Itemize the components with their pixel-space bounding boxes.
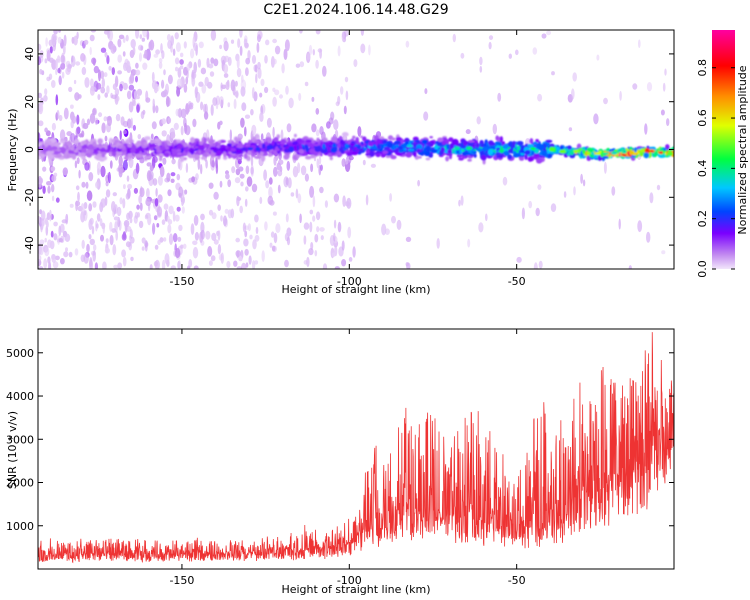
snr-y-tick-label: 1000 [6,520,34,533]
snr-x-ticks: -150 -100 -50 [169,329,526,587]
colorbar-tick-label: 0.6 [696,109,709,127]
snr-x-tick-label: -50 [508,574,526,587]
snr-series-line [38,332,674,564]
snr-x-axis-label: Height of straight line (km) [281,583,430,596]
spectrogram-y-tick-label: -40 [23,236,36,254]
spectrogram-y-ticks: -40 -20 0 20 40 [23,47,674,254]
spectrogram-x-ticks: -150 -100 -50 [169,30,526,288]
spectrogram-y-tick-label: -20 [23,188,36,206]
colorbar-tick-label: 0.2 [696,210,709,228]
colorbar-gradient [712,30,735,269]
colorbar-tick-label: 0.4 [696,160,709,178]
snr-panel: -150 -100 -50 1000 2000 3000 4000 5000 Height … [6,328,675,596]
snr-frame [37,328,675,570]
spectrogram-x-tick-label: -100 [337,275,362,288]
spectrogram-x-tick-label: -150 [169,275,194,288]
snr-y-tick-label: 5000 [6,347,34,360]
spectrogram-y-tick-label: 0 [23,146,36,153]
snr-y-tick-label: 2000 [6,477,34,490]
colorbar-tick-label: 0.0 [696,260,709,278]
colorbar-ticks: 0.0 0.2 0.4 0.6 0.8 [696,59,735,278]
spectrogram-x-axis-label: Height of straight line (km) [281,283,430,296]
snr-x-tick-label: -150 [169,574,194,587]
colorbar: 0.0 0.2 0.4 0.6 0.8 Normalized spectral ampl… [696,30,749,278]
snr-y-tick-label: 3000 [6,433,34,446]
spectrogram-y-tick-label: 40 [23,47,36,61]
colorbar-label: Normalized spectral amplitude [736,65,749,234]
spectrogram-heatmap [38,30,674,269]
snr-y-tick-label: 4000 [6,390,34,403]
snr-x-tick-label: -100 [337,574,362,587]
figure-title: C2E1.2024.106.14.48.G29 [263,2,448,18]
snr-y-ticks: 1000 2000 3000 4000 5000 [6,347,674,533]
snr-y-axis-label: SNR (10 * v/v) [6,411,19,489]
spectrogram-x-tick-label: -50 [508,275,526,288]
spectrogram-y-axis-label: Frequency (Hz) [6,109,19,192]
spectrogram-y-tick-label: 20 [23,95,36,109]
colorbar-tick-label: 0.8 [696,59,709,77]
spectrogram-panel: -150 -100 -50 -40 -20 0 20 40 Height of straig… [6,29,675,296]
